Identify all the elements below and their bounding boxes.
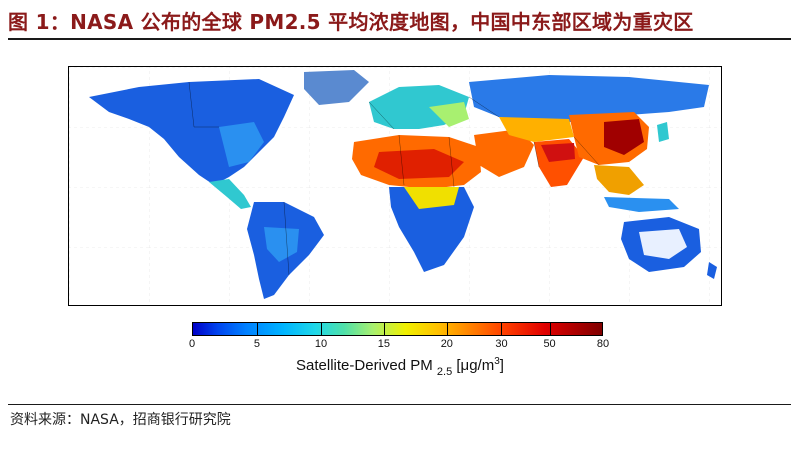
colorbar-tick bbox=[256, 322, 258, 336]
colorbar-tick bbox=[321, 322, 323, 336]
north-america-east bbox=[219, 122, 264, 167]
colorbar-tick-label: 20 bbox=[440, 338, 453, 350]
north-asia bbox=[469, 75, 709, 122]
china-east bbox=[604, 119, 644, 155]
africa-south bbox=[389, 187, 474, 272]
new-zealand bbox=[707, 262, 717, 279]
colorbar-label-unit: [μg/m bbox=[456, 357, 495, 374]
colorbar-tick-label: 5 bbox=[253, 338, 260, 350]
south-america-central bbox=[264, 227, 299, 262]
colorbar-label: Satellite-Derived PM 2.5 [μg/m3] bbox=[250, 356, 550, 378]
central-america bbox=[209, 179, 251, 209]
africa-central bbox=[404, 187, 459, 209]
colorbar-label-subscript: 2.5 bbox=[436, 366, 453, 378]
country-borders bbox=[188, 81, 600, 276]
india-north bbox=[541, 143, 575, 162]
colorbar-tick bbox=[383, 322, 385, 336]
colorbar-tick bbox=[446, 322, 448, 336]
central-asia bbox=[499, 117, 574, 142]
sahara-core bbox=[374, 149, 464, 179]
middle-east bbox=[474, 129, 534, 177]
world-map-svg bbox=[69, 67, 721, 305]
colorbar-label-unit-close: ] bbox=[499, 357, 504, 374]
colorbar-tick bbox=[549, 322, 551, 336]
title-divider bbox=[8, 38, 791, 40]
greenland bbox=[304, 70, 369, 105]
europe-east bbox=[429, 102, 469, 127]
colorbar-label-main: Satellite-Derived PM bbox=[296, 357, 433, 374]
japan bbox=[657, 122, 669, 142]
colorbar-label-unit-superscript: 3 bbox=[494, 356, 500, 367]
colorbar-tick bbox=[501, 322, 503, 336]
indonesia bbox=[604, 197, 679, 212]
australia-interior bbox=[639, 229, 687, 259]
colorbar-tick-label: 0 bbox=[188, 338, 196, 350]
colorbar-tick-label: 50 bbox=[543, 338, 556, 350]
pm25-world-map bbox=[68, 66, 722, 306]
colorbar-tick-label: 80 bbox=[596, 338, 610, 350]
figure-title: 图 1：NASA 公布的全球 PM2.5 平均浓度地图，中国中东部区域为重灾区 bbox=[8, 10, 694, 34]
colorbar bbox=[192, 322, 603, 336]
source-note: 资料来源：NASA，招商银行研究院 bbox=[10, 412, 231, 428]
southeast-asia bbox=[594, 165, 644, 195]
source-divider bbox=[8, 404, 791, 405]
colorbar-tick-label: 15 bbox=[377, 338, 391, 350]
colorbar-tick-label: 30 bbox=[495, 338, 508, 350]
colorbar-tick-label: 10 bbox=[314, 338, 328, 350]
